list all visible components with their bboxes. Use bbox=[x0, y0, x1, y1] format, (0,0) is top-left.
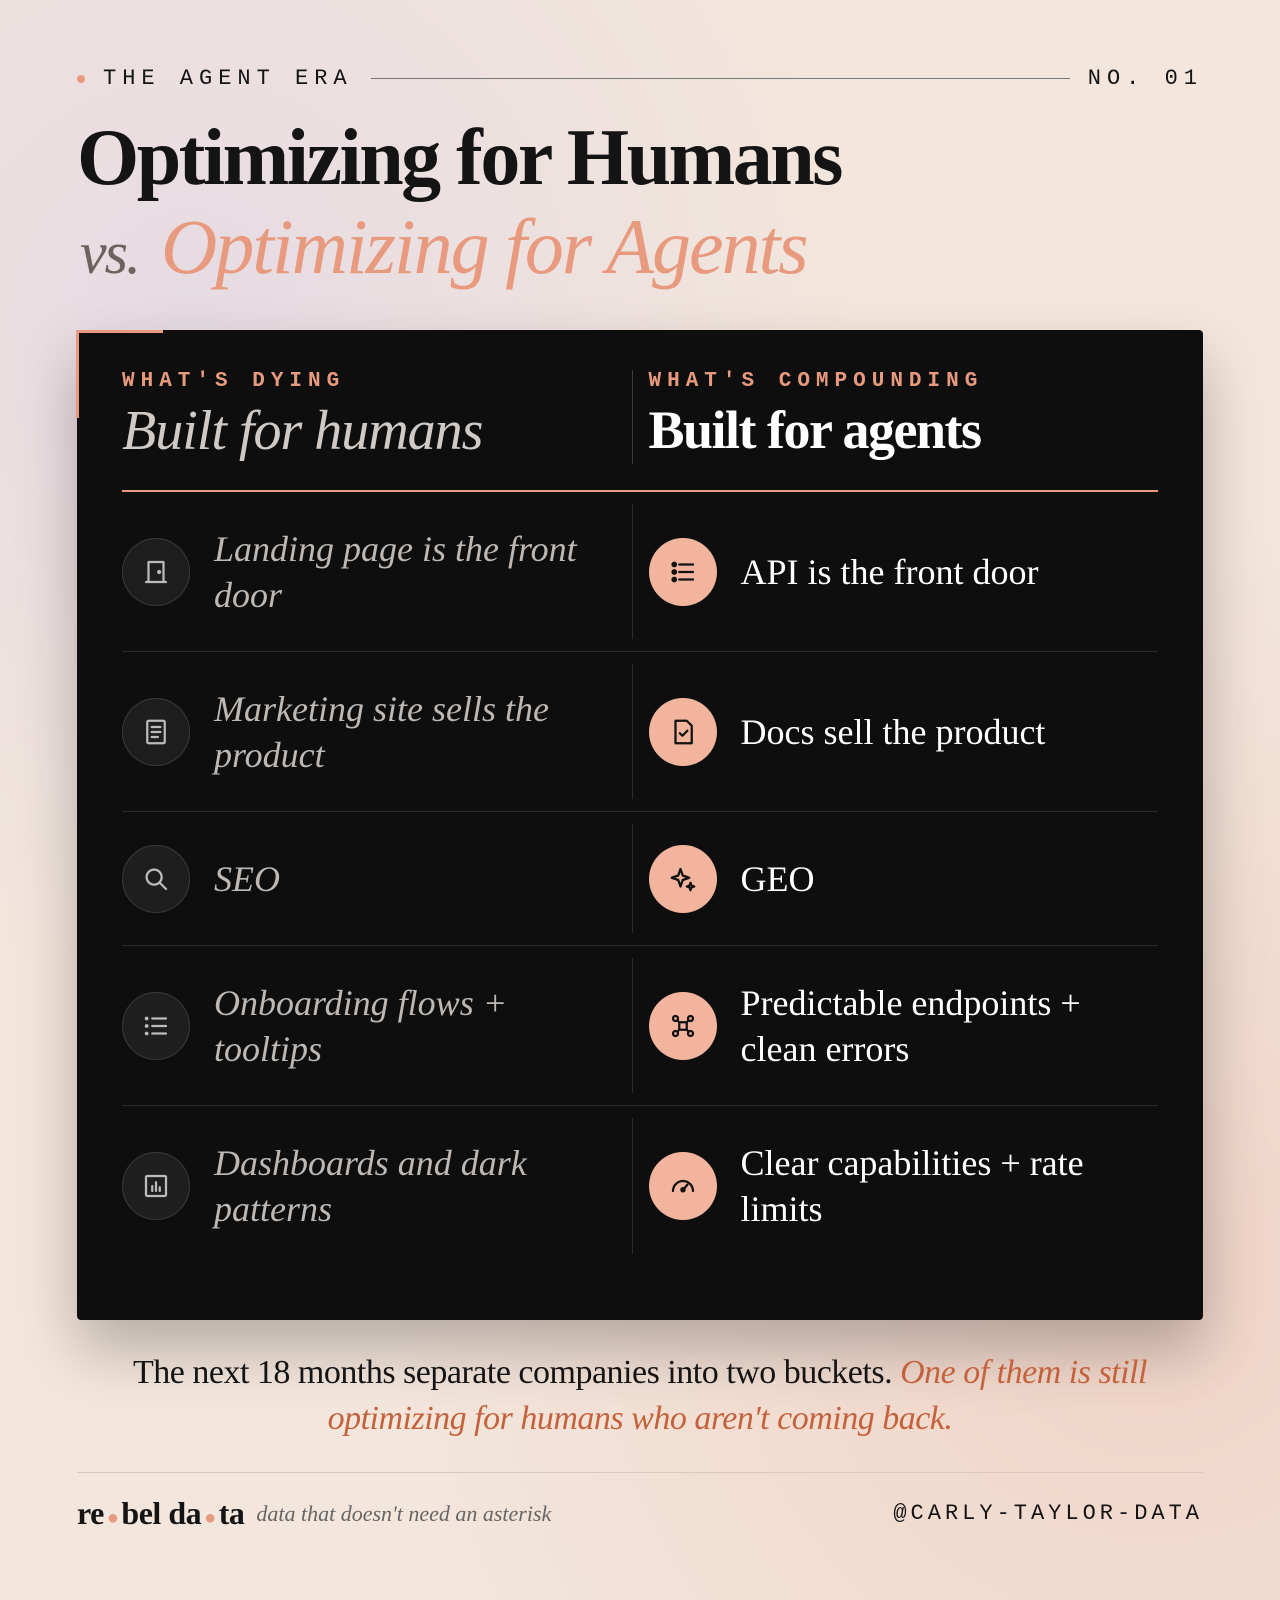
right-cell: Predictable endpoints + clean errors bbox=[631, 958, 1159, 1093]
row: Landing page is the front door API is the… bbox=[122, 492, 1158, 652]
top-bar: THE AGENT ERA NO. 01 bbox=[77, 66, 1203, 91]
left-cell: Marketing site sells the product bbox=[122, 664, 632, 799]
icon bbox=[648, 1152, 717, 1220]
icon bbox=[648, 991, 717, 1060]
icon bbox=[122, 844, 190, 913]
icon bbox=[648, 844, 717, 913]
accent bbox=[76, 330, 163, 418]
subtitle: vs. Optimizing for Agents bbox=[80, 208, 809, 286]
footer: re ●bel da ●ta data that doesn't need an a… bbox=[77, 1472, 1203, 1532]
row: Marketing site sells the product Docs sel… bbox=[122, 652, 1158, 812]
icon bbox=[122, 537, 190, 606]
icon bbox=[122, 697, 190, 766]
brand-dot: ● bbox=[106, 1507, 119, 1529]
item-text: GEO bbox=[740, 858, 815, 899]
vs: vs. bbox=[80, 220, 141, 286]
brand-part: bel da bbox=[121, 1495, 202, 1531]
brand-part: ta bbox=[218, 1495, 245, 1531]
rows: Landing page is the front door API is the… bbox=[122, 492, 1158, 1266]
title-agents: Optimizing for Agents bbox=[160, 203, 809, 290]
kicker: THE AGENT ERA bbox=[103, 66, 353, 91]
row: Onboarding flows + tooltips Predictable e… bbox=[122, 946, 1158, 1106]
label: WHAT'S COMPOUNDING bbox=[648, 370, 984, 393]
item-text: Onboarding flows + tooltips bbox=[214, 982, 507, 1069]
left-header: WHAT'S DYING Built for humans bbox=[122, 330, 632, 490]
right-header: WHAT'S COMPOUNDING Built for agents bbox=[631, 370, 1159, 464]
brand-dot: ● bbox=[204, 1507, 216, 1529]
comparison-card: WHAT'S DYING Built for humans WHAT'S COM… bbox=[76, 330, 1203, 1320]
note-text: The next 18 months separate companies in… bbox=[133, 1354, 893, 1391]
label: WHAT'S DYING bbox=[122, 370, 346, 393]
item-text: Landing page is the front door bbox=[214, 528, 577, 615]
row: SEO GEO bbox=[122, 812, 1158, 946]
heading: Built for humans bbox=[122, 400, 483, 462]
left-cell: SEO bbox=[122, 824, 632, 933]
item-text: SEO bbox=[214, 858, 280, 899]
left-cell: Dashboards and dark patterns bbox=[122, 1118, 632, 1254]
item-text: Predictable endpoints + clean errors bbox=[740, 982, 1081, 1069]
note: The next 18 months separate companies in… bbox=[100, 1350, 1180, 1442]
item-text: Clear capabilities + rate limits bbox=[740, 1143, 1084, 1229]
handle: @CARLY-TAYLOR-DATA bbox=[893, 1501, 1203, 1526]
issue-number: NO. 01 bbox=[1087, 66, 1203, 91]
item-text: API is the front door bbox=[740, 551, 1039, 592]
rule bbox=[370, 78, 1070, 79]
row: Dashboards and dark patterns Clear capabi… bbox=[122, 1106, 1158, 1266]
left-cell: Onboarding flows + tooltips bbox=[122, 958, 632, 1093]
right-cell: API is the front door bbox=[631, 504, 1159, 639]
left-cell: Landing page is the front door bbox=[122, 504, 632, 639]
brand-part: re bbox=[77, 1495, 104, 1531]
dot bbox=[77, 74, 85, 83]
item-text: Docs sell the product bbox=[740, 711, 1046, 752]
item-text: Marketing site sells the product bbox=[214, 688, 549, 775]
card-header: WHAT'S DYING Built for humans WHAT'S COM… bbox=[122, 330, 1158, 492]
icon bbox=[648, 697, 717, 766]
right-cell: Docs sell the product bbox=[631, 664, 1159, 799]
icon bbox=[122, 991, 190, 1060]
right-cell: GEO bbox=[631, 824, 1159, 933]
icon bbox=[648, 537, 717, 606]
heading: Built for agents bbox=[648, 400, 983, 460]
note-emphasis: One of them is still optimizing for huma… bbox=[327, 1354, 1148, 1437]
tagline: data that doesn't need an asterisk bbox=[256, 1500, 552, 1526]
brand: re ●bel da ●ta bbox=[77, 1495, 245, 1532]
title: Optimizing for Humans bbox=[77, 114, 843, 202]
item-text: Dashboards and dark patterns bbox=[214, 1143, 527, 1229]
right-cell: Clear capabilities + rate limits bbox=[631, 1118, 1159, 1254]
icon bbox=[122, 1152, 190, 1220]
